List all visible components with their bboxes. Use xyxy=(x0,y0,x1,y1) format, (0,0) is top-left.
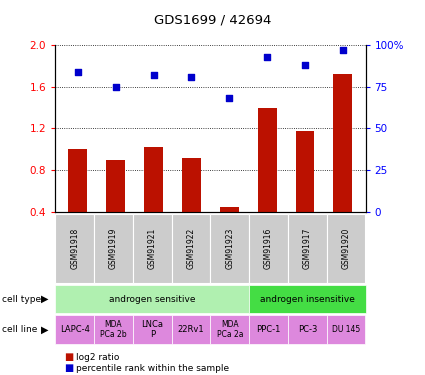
Bar xyxy=(220,207,239,212)
Bar xyxy=(68,149,88,212)
Text: cell line: cell line xyxy=(2,325,37,334)
Point xyxy=(264,54,271,60)
Text: ■: ■ xyxy=(64,363,73,373)
Point xyxy=(340,47,346,53)
Bar xyxy=(144,147,163,212)
Point xyxy=(188,74,195,80)
Bar xyxy=(258,108,277,212)
Point xyxy=(150,72,157,78)
Text: 22Rv1: 22Rv1 xyxy=(178,325,204,334)
Text: GSM91919: GSM91919 xyxy=(109,228,118,269)
Text: percentile rank within the sample: percentile rank within the sample xyxy=(76,364,229,373)
Bar xyxy=(182,158,201,212)
Text: PC-3: PC-3 xyxy=(298,325,317,334)
Text: MDA
PCa 2b: MDA PCa 2b xyxy=(100,320,127,339)
Bar xyxy=(295,130,314,212)
Text: LNCa
P: LNCa P xyxy=(141,320,163,339)
Point xyxy=(302,62,309,68)
Text: log2 ratio: log2 ratio xyxy=(76,352,119,362)
Text: ▶: ▶ xyxy=(41,325,48,334)
Text: MDA
PCa 2a: MDA PCa 2a xyxy=(216,320,243,339)
Text: DU 145: DU 145 xyxy=(332,325,360,334)
Text: cell type: cell type xyxy=(2,295,41,304)
Text: GSM91921: GSM91921 xyxy=(148,228,157,269)
Point xyxy=(74,69,81,75)
Text: androgen sensitive: androgen sensitive xyxy=(109,295,196,304)
Text: GSM91923: GSM91923 xyxy=(225,228,234,269)
Text: androgen insensitive: androgen insensitive xyxy=(260,295,355,304)
Point xyxy=(226,95,233,101)
Bar xyxy=(333,74,352,212)
Text: GSM91920: GSM91920 xyxy=(342,228,351,269)
Text: GSM91916: GSM91916 xyxy=(264,228,273,269)
Text: GDS1699 / 42694: GDS1699 / 42694 xyxy=(154,13,271,26)
Text: ▶: ▶ xyxy=(41,294,48,304)
Point xyxy=(112,84,119,90)
Text: GSM91917: GSM91917 xyxy=(303,228,312,269)
Text: GSM91918: GSM91918 xyxy=(70,228,79,269)
Text: GSM91922: GSM91922 xyxy=(187,228,196,269)
Text: PPC-1: PPC-1 xyxy=(256,325,281,334)
Text: ■: ■ xyxy=(64,352,73,362)
Text: LAPC-4: LAPC-4 xyxy=(60,325,90,334)
Bar xyxy=(106,160,125,212)
